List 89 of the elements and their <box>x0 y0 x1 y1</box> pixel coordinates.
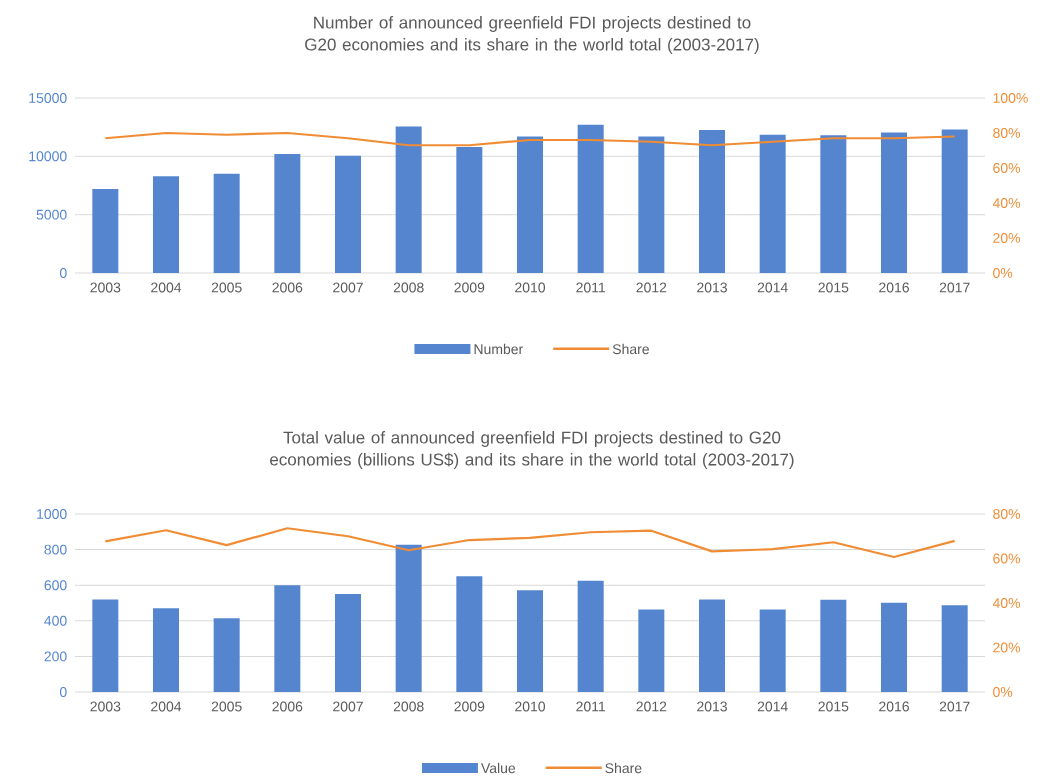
x-tick-label: 2004 <box>151 282 182 293</box>
y2-tick-label: 0% <box>993 687 1013 697</box>
bar <box>274 153 301 273</box>
x-tick-label: 2017 <box>939 701 970 712</box>
x-tick-label: 2003 <box>90 701 121 712</box>
x-tick-label: 2015 <box>818 701 849 712</box>
bar <box>517 590 544 692</box>
x-tick-label: 2007 <box>333 701 363 712</box>
x-tick-label: 2017 <box>939 282 970 293</box>
bar <box>759 609 786 692</box>
x-tick-label: 2012 <box>636 701 667 712</box>
bar <box>92 188 119 273</box>
bar <box>395 126 422 273</box>
y2-tick-label: 40% <box>992 598 1021 608</box>
bar <box>820 135 847 273</box>
bar <box>517 136 544 273</box>
x-tick-label: 2013 <box>697 701 727 712</box>
bar <box>699 130 726 273</box>
bar <box>820 599 847 692</box>
x-tick-label: 2003 <box>90 282 121 293</box>
bar <box>335 155 362 273</box>
x-tick-label: 2010 <box>515 282 546 293</box>
bar <box>153 176 179 273</box>
legend-label: Share <box>612 343 649 355</box>
x-tick-label: 2016 <box>879 701 909 712</box>
y2-tick-label: 60% <box>993 163 1021 173</box>
x-tick-label: 2013 <box>697 282 727 293</box>
x-tick-label: 2005 <box>211 701 242 712</box>
bar <box>881 602 908 692</box>
y2-tick-label: 100% <box>993 93 1028 103</box>
x-tick-label: 2015 <box>818 282 849 293</box>
bar <box>456 576 483 692</box>
bar <box>759 134 786 273</box>
bar <box>213 173 240 273</box>
line-series <box>104 131 956 147</box>
x-tick-label: 2014 <box>757 282 788 293</box>
legend-label: Number <box>474 343 523 355</box>
y-tick-label: 5000 <box>36 209 67 220</box>
bar <box>335 594 362 692</box>
y-tick-label: 200 <box>44 651 67 662</box>
bar <box>638 136 665 273</box>
y-tick-label: 800 <box>44 544 67 555</box>
x-tick-label: 2008 <box>393 282 424 293</box>
bar <box>941 605 968 692</box>
y-tick-label: 10000 <box>29 151 67 162</box>
bar <box>699 599 726 692</box>
y2-tick-label: 40% <box>992 198 1021 208</box>
y2-tick-label: 80% <box>993 509 1021 519</box>
x-tick-label: 2008 <box>393 701 424 712</box>
bar <box>92 599 119 692</box>
y-tick-label: 0 <box>59 268 67 278</box>
x-tick-label: 2007 <box>333 282 363 293</box>
x-tick-label: 2014 <box>757 701 788 712</box>
bar <box>638 609 665 692</box>
bar <box>456 146 483 273</box>
y2-tick-label: 80% <box>993 128 1021 138</box>
y-tick-label: 400 <box>44 615 67 626</box>
x-tick-label: 2016 <box>879 282 909 293</box>
x-tick-label: 2009 <box>454 701 485 712</box>
x-tick-label: 2010 <box>515 701 546 712</box>
legend-label: Value <box>481 762 516 774</box>
y-tick-label: 15000 <box>29 93 67 103</box>
x-tick-label: 2011 <box>576 282 606 293</box>
bar <box>941 129 968 273</box>
x-tick-label: 2005 <box>211 282 242 293</box>
y-tick-label: 600 <box>44 580 67 591</box>
y-tick-label: 1000 <box>37 509 67 519</box>
x-tick-label: 2006 <box>272 282 303 293</box>
bar <box>153 608 179 692</box>
bar <box>213 618 240 692</box>
line-series <box>104 527 956 559</box>
y2-tick-label: 60% <box>993 553 1021 564</box>
bar <box>881 132 908 273</box>
x-tick-label: 2004 <box>151 701 182 712</box>
x-tick-label: 2006 <box>272 701 303 712</box>
y2-tick-label: 20% <box>993 233 1021 243</box>
bar <box>274 585 301 692</box>
bar <box>395 544 422 692</box>
x-tick-label: 2009 <box>454 282 485 293</box>
y2-tick-label: 20% <box>993 642 1021 653</box>
y2-tick-label: 0% <box>993 268 1013 278</box>
bar <box>577 580 604 692</box>
bar <box>577 124 604 273</box>
chart-title: Number of announced greenfield FDI projects destined to G20 economies and its share in the world total (2003-2017) <box>305 16 759 54</box>
y-tick-label: 0 <box>59 687 67 697</box>
x-tick-label: 2011 <box>576 701 606 712</box>
legend-label: Share <box>605 762 642 774</box>
chart-title: Total value of announced greenfield FDI projects destined to G20 economies (billions US$) and its share in the world total (2003-2017) <box>270 431 794 469</box>
x-tick-label: 2012 <box>636 282 667 293</box>
